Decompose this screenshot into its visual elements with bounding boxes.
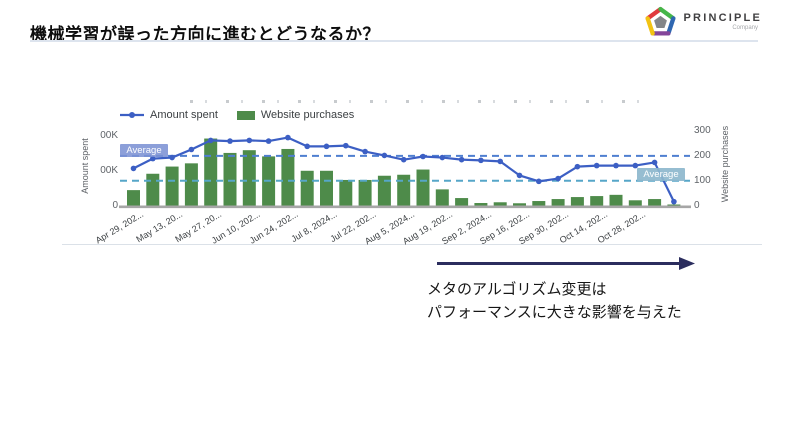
bar	[455, 198, 469, 206]
bar	[532, 201, 546, 206]
logo-brand-text: PRINCIPLE	[683, 12, 762, 24]
data-point	[671, 198, 677, 205]
line-marker-icon	[120, 112, 144, 118]
data-point	[381, 152, 388, 159]
left-axis-tick: 00K	[100, 129, 118, 141]
bar	[358, 179, 372, 206]
data-point	[130, 165, 137, 172]
data-point	[555, 175, 561, 182]
data-point	[285, 134, 291, 141]
pentagon-center	[653, 15, 667, 29]
data-point	[497, 158, 504, 165]
bar	[416, 169, 430, 206]
bar	[146, 173, 160, 206]
bar	[377, 175, 391, 206]
bar	[609, 194, 623, 206]
bar	[551, 199, 565, 206]
right-axis-tick: 200	[694, 149, 711, 161]
bar	[339, 179, 353, 206]
bar	[628, 200, 642, 206]
data-point	[536, 178, 542, 185]
bar	[435, 189, 449, 206]
data-point	[227, 138, 233, 144]
bar	[648, 199, 662, 206]
left-axis-title: Amount spent	[80, 138, 90, 194]
page-title: 機械学習が誤った方向に進むとどうなるか？	[30, 25, 380, 45]
data-point	[516, 172, 523, 179]
data-point	[169, 154, 175, 161]
data-point	[207, 137, 214, 144]
legend-item-website-purchases: Website purchases	[236, 109, 355, 121]
right-axis-title: Website purchases	[720, 125, 730, 203]
data-point	[188, 146, 195, 153]
pentagon-logo-icon	[645, 6, 675, 36]
data-point	[439, 154, 446, 161]
principle-logo: PRINCIPLE Company	[645, 6, 762, 37]
data-point	[362, 148, 368, 155]
data-point	[323, 143, 330, 150]
data-point	[150, 155, 156, 162]
data-point	[478, 157, 484, 164]
bar	[590, 196, 604, 206]
data-point	[651, 159, 658, 166]
left-axis-tick: 00K	[100, 164, 118, 176]
data-point	[632, 162, 639, 169]
data-point	[574, 163, 581, 170]
average-badge-amount-spent: Average	[120, 144, 168, 157]
annotation-line-1: メタのアルゴリズム変更は	[427, 281, 607, 298]
bar	[513, 203, 526, 206]
legend-item-amount-spent: Amount spent	[120, 109, 218, 121]
bar	[493, 202, 507, 206]
legend-label: Website purchases	[260, 109, 355, 121]
bar	[570, 197, 584, 206]
chart-legend: Amount spent Website purchases	[120, 109, 354, 121]
impact-arrow-icon	[437, 257, 695, 270]
bar	[320, 170, 333, 206]
data-point	[420, 153, 426, 160]
data-point	[458, 156, 465, 163]
bar	[184, 163, 198, 206]
title-divider	[30, 40, 758, 42]
data-point	[304, 143, 310, 150]
bar	[127, 190, 140, 206]
left-axis-tick: 0	[112, 199, 118, 211]
right-axis-tick: 100	[694, 174, 711, 186]
data-point	[400, 156, 407, 163]
bar	[165, 166, 179, 206]
bar	[204, 138, 218, 206]
right-axis-tick: 0	[694, 199, 700, 211]
chart: Amount spent Website purchases Average A…	[62, 88, 762, 246]
annotation-line-2: パフォーマンスに大きな影響を与えた	[427, 303, 682, 321]
chart-plot	[119, 134, 691, 209]
average-badge-website-purchases: Average	[637, 168, 685, 181]
right-axis-tick: 300	[694, 125, 711, 137]
data-point	[613, 162, 619, 169]
bar	[242, 150, 256, 206]
bar	[397, 174, 411, 206]
bar-swatch-icon	[236, 110, 255, 120]
data-point	[593, 162, 600, 169]
logo-sub-text: Company	[732, 25, 758, 31]
bar	[667, 204, 681, 206]
legend-label: Amount spent	[150, 109, 218, 121]
data-point	[246, 137, 253, 144]
bar	[223, 152, 237, 206]
data-point	[343, 142, 349, 149]
data-point	[265, 138, 272, 144]
annotation-text: メタのアルゴリズム変更は パフォーマンスに大きな影響を与えた	[427, 279, 682, 324]
bar	[281, 148, 295, 206]
bar	[300, 170, 314, 206]
cropped-title-fragments	[190, 100, 645, 103]
bar	[474, 203, 488, 206]
